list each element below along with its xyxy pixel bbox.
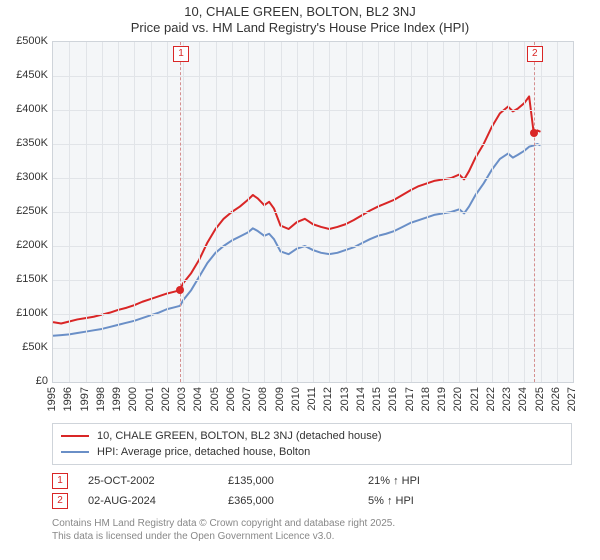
footer-line-1: Contains HM Land Registry data © Crown c…	[52, 517, 572, 530]
x-axis-label: 2015	[371, 387, 383, 411]
title-line-2: Price paid vs. HM Land Registry's House …	[0, 20, 600, 36]
y-axis-label: £500K	[16, 35, 48, 47]
transaction-delta: 21% ↑ HPI	[368, 475, 508, 487]
title-line-1: 10, CHALE GREEN, BOLTON, BL2 3NJ	[0, 4, 600, 20]
y-axis-label: £250K	[16, 205, 48, 217]
transaction-date: 25-OCT-2002	[88, 475, 228, 487]
legend-row: HPI: Average price, detached house, Bolt…	[61, 444, 563, 460]
x-axis-label: 1998	[95, 387, 107, 411]
x-axis-label: 2026	[550, 387, 562, 411]
transaction-delta: 5% ↑ HPI	[368, 495, 508, 507]
x-axis-label: 2011	[306, 387, 318, 411]
transaction-table: 1 25-OCT-2002 £135,000 21% ↑ HPI 2 02-AU…	[52, 471, 572, 511]
x-axis-label: 2002	[160, 387, 172, 411]
x-axis-label: 2020	[452, 387, 464, 411]
chart-title-block: 10, CHALE GREEN, BOLTON, BL2 3NJ Price p…	[0, 0, 600, 37]
legend-swatch	[61, 451, 89, 453]
y-axis-label: £350K	[16, 137, 48, 149]
x-axis-label: 2009	[274, 387, 286, 411]
legend-row: 10, CHALE GREEN, BOLTON, BL2 3NJ (detach…	[61, 428, 563, 444]
x-axis-label: 1997	[79, 387, 91, 411]
legend-label: 10, CHALE GREEN, BOLTON, BL2 3NJ (detach…	[97, 430, 382, 442]
x-axis-label: 2006	[225, 387, 237, 411]
x-axis-label: 2019	[436, 387, 448, 411]
transaction-row: 1 25-OCT-2002 £135,000 21% ↑ HPI	[52, 471, 572, 491]
transaction-marker: 2	[52, 493, 68, 509]
x-axis-label: 2000	[127, 387, 139, 411]
x-axis-label: 2014	[355, 387, 367, 411]
chart-container: 12 £0£50K£100K£150K£200K£250K£300K£350K£…	[42, 41, 582, 421]
y-axis-label: £200K	[16, 239, 48, 251]
transaction-vline	[180, 42, 181, 382]
y-axis-label: £400K	[16, 103, 48, 115]
x-axis-label: 2001	[144, 387, 156, 411]
x-axis-label: 2016	[387, 387, 399, 411]
legend-swatch	[61, 435, 89, 437]
transaction-vline	[534, 42, 535, 382]
x-axis-label: 2017	[404, 387, 416, 411]
transaction-date: 02-AUG-2024	[88, 495, 228, 507]
x-axis-label: 2022	[485, 387, 497, 411]
x-axis-label: 2025	[534, 387, 546, 411]
transaction-dot	[530, 129, 538, 137]
y-axis-label: £150K	[16, 273, 48, 285]
transaction-price: £135,000	[228, 475, 368, 487]
legend: 10, CHALE GREEN, BOLTON, BL2 3NJ (detach…	[52, 423, 572, 465]
x-axis-label: 2024	[517, 387, 529, 411]
x-axis-label: 2005	[209, 387, 221, 411]
x-axis-label: 2023	[501, 387, 513, 411]
x-axis-label: 2007	[241, 387, 253, 411]
x-axis-label: 1999	[111, 387, 123, 411]
y-axis-label: £450K	[16, 69, 48, 81]
x-axis-label: 2021	[469, 387, 481, 411]
transaction-marker-on-chart: 2	[527, 46, 543, 62]
transaction-dot	[176, 286, 184, 294]
footer-line-2: This data is licensed under the Open Gov…	[52, 530, 572, 543]
legend-label: HPI: Average price, detached house, Bolt…	[97, 446, 310, 458]
x-axis-label: 2003	[176, 387, 188, 411]
transaction-marker-on-chart: 1	[173, 46, 189, 62]
x-axis-label: 2010	[290, 387, 302, 411]
x-axis-label: 2018	[420, 387, 432, 411]
transaction-price: £365,000	[228, 495, 368, 507]
y-axis-label: £50K	[22, 341, 48, 353]
footer: Contains HM Land Registry data © Crown c…	[52, 517, 572, 543]
y-axis-label: £0	[36, 375, 48, 387]
x-axis-label: 2012	[322, 387, 334, 411]
x-axis-label: 2008	[257, 387, 269, 411]
x-axis-label: 2013	[339, 387, 351, 411]
x-axis-label: 1995	[46, 387, 58, 411]
y-axis-label: £100K	[16, 307, 48, 319]
plot-area: 12	[52, 41, 574, 383]
y-axis-label: £300K	[16, 171, 48, 183]
x-axis-label: 1996	[62, 387, 74, 411]
transaction-marker: 1	[52, 473, 68, 489]
x-axis-label: 2027	[566, 387, 578, 411]
transaction-row: 2 02-AUG-2024 £365,000 5% ↑ HPI	[52, 491, 572, 511]
x-axis-label: 2004	[192, 387, 204, 411]
